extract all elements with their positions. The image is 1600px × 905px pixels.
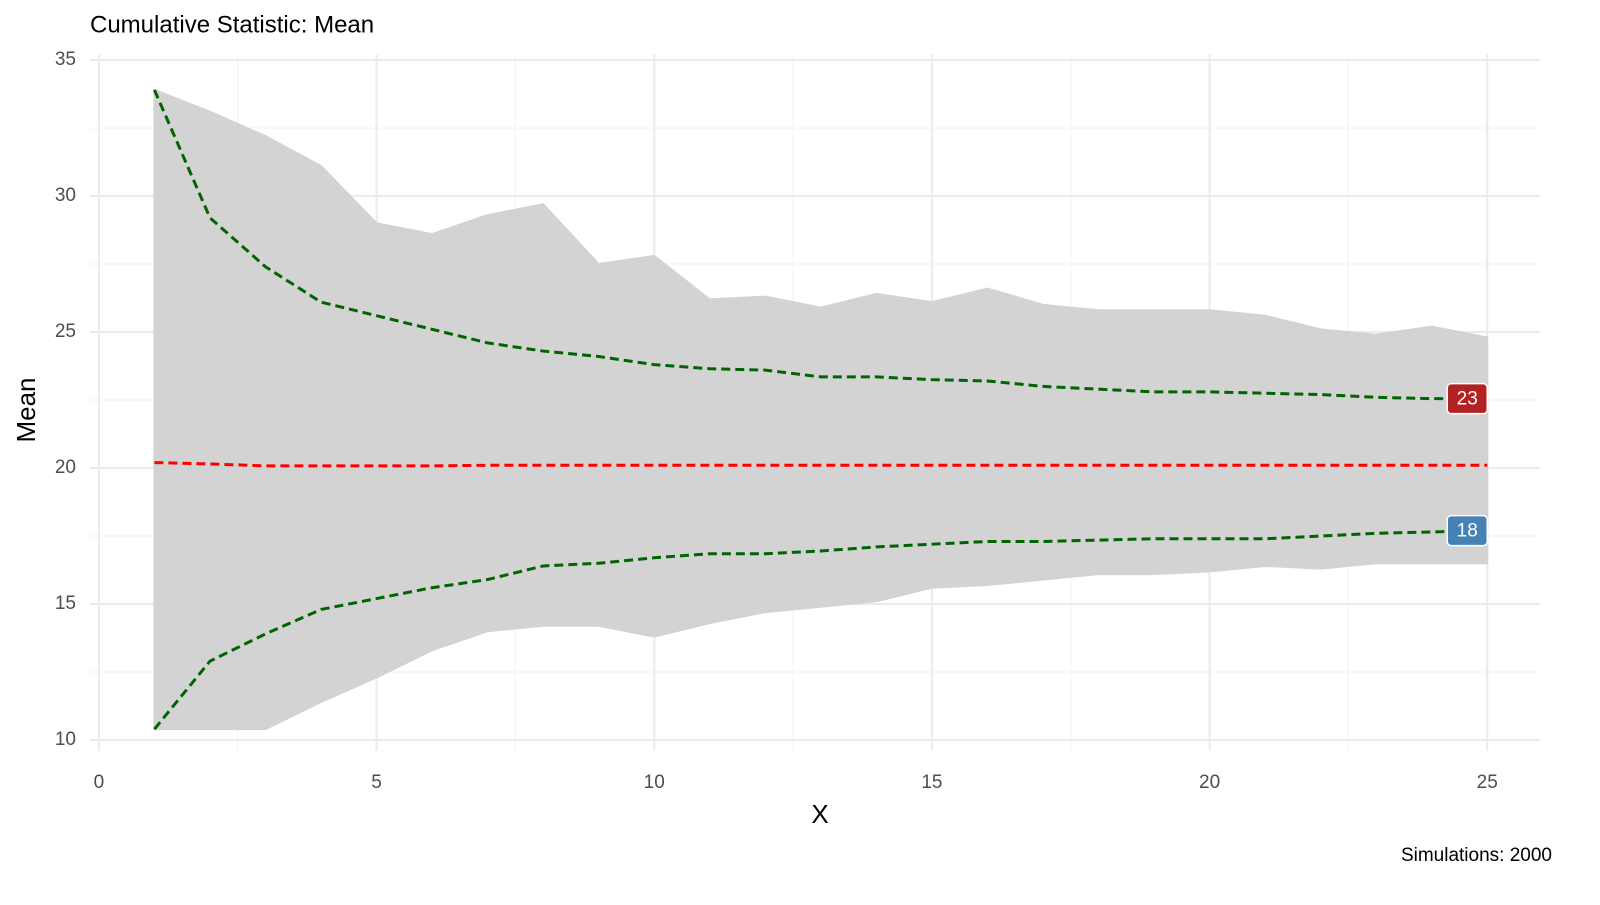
x-tick-label: 25 — [1477, 772, 1498, 793]
y-tick-label: 25 — [55, 321, 76, 342]
series-line — [153, 529, 1488, 731]
value-label: 18 — [1457, 521, 1478, 542]
y-tick-label: 35 — [55, 49, 76, 70]
y-tick-label: 30 — [55, 185, 76, 206]
y-axis-label: Mean — [11, 377, 41, 442]
y-tick-label: 10 — [55, 729, 76, 750]
series-line — [153, 89, 1488, 401]
x-axis-label: X — [811, 799, 828, 829]
chart-title: Cumulative Statistic: Mean — [90, 11, 374, 38]
value-label: 23 — [1457, 389, 1478, 410]
value-label-box — [1446, 382, 1488, 415]
y-tick-label: 20 — [55, 457, 76, 478]
caption: Simulations: 2000 — [1401, 845, 1552, 866]
simulation-band — [153, 88, 1489, 731]
x-tick-label: 5 — [371, 772, 382, 793]
y-tick-label: 15 — [55, 593, 76, 614]
x-tick-label: 20 — [1199, 772, 1220, 793]
x-tick-label: 15 — [921, 772, 942, 793]
x-tick-label: 0 — [94, 772, 105, 793]
series-line — [154, 461, 1488, 468]
x-tick-label: 10 — [644, 772, 665, 793]
value-label-box — [1446, 514, 1488, 547]
